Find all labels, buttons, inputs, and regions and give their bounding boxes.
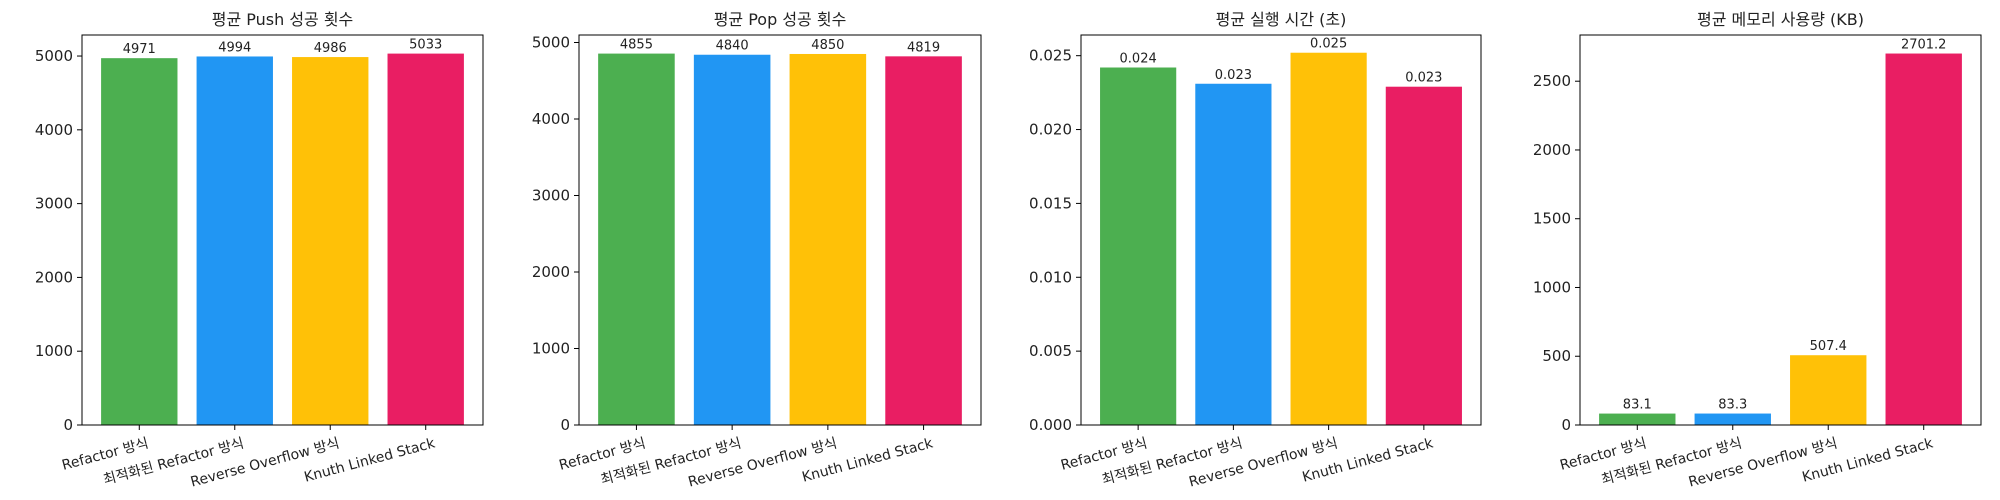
chart-title: 평균 실행 시간 (초) <box>1216 10 1347 29</box>
bar <box>1385 86 1462 426</box>
y-tick-label: 2000 <box>532 263 570 281</box>
bar <box>1790 355 1867 425</box>
data-label: 507.4 <box>1810 339 1847 354</box>
data-label: 4986 <box>314 41 347 56</box>
bar <box>885 56 962 426</box>
chart-title: 평균 Pop 성공 횟수 <box>714 10 847 29</box>
data-label: 4819 <box>907 40 940 55</box>
y-tick-label: 0.010 <box>1029 268 1072 286</box>
y-tick-label: 1500 <box>1533 210 1571 228</box>
bar <box>598 53 675 426</box>
y-tick-label: 5000 <box>532 33 570 51</box>
plot-frame <box>1579 34 1982 426</box>
bar <box>1290 52 1367 426</box>
y-tick-label: 1000 <box>532 339 570 357</box>
plot-frame <box>578 34 982 426</box>
y-tick-label: 500 <box>1542 347 1571 365</box>
y-tick-label: 3000 <box>532 186 570 204</box>
data-label: 4850 <box>811 38 844 53</box>
y-tick-label: 4000 <box>532 110 570 128</box>
data-label: 0.023 <box>1405 71 1442 86</box>
bar <box>693 54 771 425</box>
bar <box>789 53 867 426</box>
data-label: 2701.2 <box>1901 38 1947 53</box>
bar <box>101 58 178 426</box>
data-label: 83.1 <box>1623 398 1652 413</box>
bar <box>1599 413 1676 425</box>
y-tick-label: 3000 <box>35 195 73 213</box>
bar <box>1100 67 1177 425</box>
chart-title: 평균 Push 성공 횟수 <box>212 10 354 29</box>
data-label: 0.023 <box>1215 68 1252 83</box>
bar <box>1195 83 1272 425</box>
bar <box>387 53 464 425</box>
data-label: 4840 <box>716 39 749 54</box>
data-label: 4971 <box>123 42 156 57</box>
plot-frame <box>81 34 484 426</box>
y-tick-label: 1000 <box>35 342 73 360</box>
bar <box>1885 53 1962 425</box>
y-tick-label: 0.000 <box>1029 416 1072 434</box>
chart-title: 평균 메모리 사용량 (KB) <box>1697 10 1864 29</box>
y-tick-label: 0.015 <box>1029 194 1072 212</box>
data-label: 4994 <box>218 40 251 55</box>
bar <box>196 56 273 425</box>
y-tick-label: 4000 <box>35 121 73 139</box>
plot-frame <box>1080 34 1482 426</box>
y-tick-label: 0 <box>63 416 73 434</box>
y-tick-label: 2000 <box>1533 141 1571 159</box>
data-label: 0.024 <box>1120 52 1157 67</box>
y-tick-label: 0.005 <box>1029 342 1072 360</box>
y-tick-label: 0.025 <box>1029 47 1072 65</box>
y-tick-label: 5000 <box>35 47 73 65</box>
data-label: 0.025 <box>1310 37 1347 52</box>
y-tick-label: 0 <box>1561 416 1571 434</box>
y-tick-label: 2500 <box>1533 72 1571 90</box>
data-label: 83.3 <box>1718 398 1747 413</box>
bar <box>1694 413 1771 425</box>
y-tick-label: 0.020 <box>1029 121 1072 139</box>
y-tick-label: 2000 <box>35 268 73 286</box>
data-label: 4855 <box>620 38 653 53</box>
y-tick-label: 0 <box>560 416 570 434</box>
data-label: 5033 <box>409 38 442 53</box>
bar <box>292 57 369 426</box>
y-tick-label: 1000 <box>1533 278 1571 296</box>
